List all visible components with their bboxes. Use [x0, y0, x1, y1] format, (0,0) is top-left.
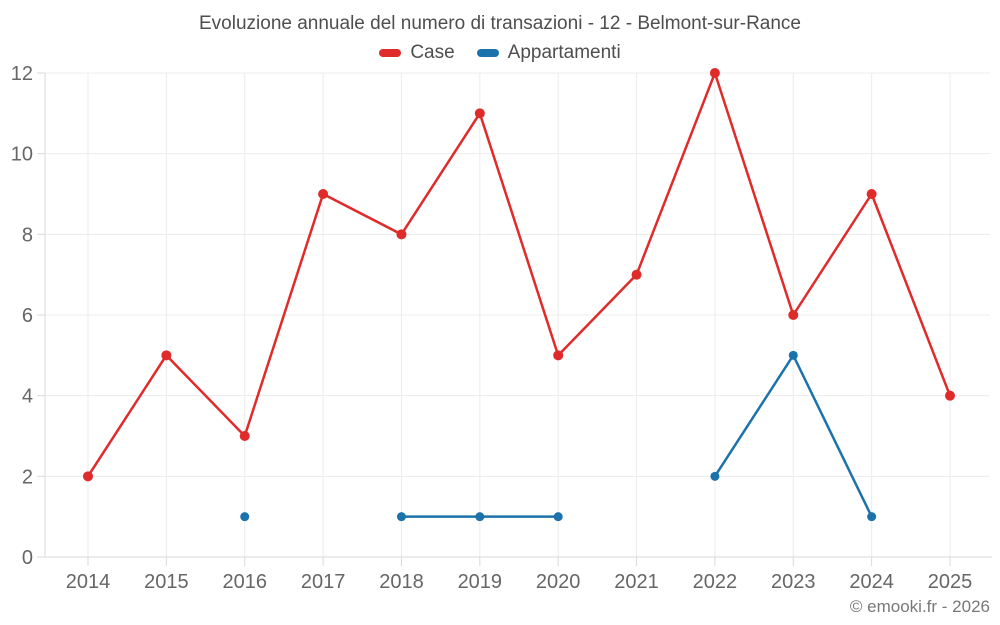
point-case-2014[interactable] [83, 471, 93, 482]
x-tick-label-2017: 2017 [301, 571, 346, 593]
x-tick-label-2016: 2016 [222, 571, 267, 593]
point-appartamenti-2019[interactable] [475, 512, 485, 522]
legend-swatch-case [379, 49, 402, 57]
point-case-2019[interactable] [474, 108, 485, 119]
y-tick-label-2: 2 [22, 466, 33, 488]
x-tick-label-2015: 2015 [144, 571, 189, 593]
series-line-case-0 [86, 71, 952, 478]
legend: Case Appartamenti [0, 42, 1000, 64]
point-case-2017[interactable] [318, 189, 329, 199]
point-case-2025[interactable] [945, 390, 955, 401]
point-appartamenti-2018[interactable] [396, 512, 406, 522]
x-tick-label-2023: 2023 [771, 571, 816, 593]
point-case-2020[interactable] [553, 350, 564, 361]
point-case-2022[interactable] [709, 68, 720, 78]
x-tick-label-2020: 2020 [536, 571, 581, 593]
legend-item-appartamenti[interactable]: Appartamenti [476, 42, 621, 64]
x-tick-label-2019: 2019 [458, 571, 503, 593]
point-case-2023[interactable] [788, 310, 799, 320]
legend-swatch-appartamenti [476, 49, 499, 57]
point-appartamenti-2016[interactable] [240, 512, 250, 522]
legend-label-case: Case [410, 42, 455, 63]
point-appartamenti-2020[interactable] [553, 512, 563, 522]
point-appartamenti-2022[interactable] [710, 471, 720, 481]
y-tick-label-10: 10 [11, 144, 33, 166]
x-tick-label-2021: 2021 [614, 571, 659, 593]
chart-title: Evoluzione annuale del numero di transaz… [199, 13, 801, 34]
y-tick-label-6: 6 [22, 305, 33, 327]
x-tick-label-2018: 2018 [379, 571, 424, 593]
legend-label-appartamenti: Appartamenti [507, 42, 621, 63]
x-tick-label-2025: 2025 [928, 571, 973, 593]
point-case-2015[interactable] [161, 350, 172, 361]
point-case-2021[interactable] [631, 269, 642, 280]
point-appartamenti-2023[interactable] [788, 350, 798, 360]
y-tick-label-0: 0 [22, 547, 33, 569]
point-appartamenti-2024[interactable] [867, 512, 877, 522]
y-tick-label-4: 4 [22, 386, 33, 408]
x-tick-label-2022: 2022 [693, 571, 738, 593]
point-case-2018[interactable] [396, 229, 407, 240]
legend-item-case[interactable]: Case [379, 42, 455, 64]
point-case-2024[interactable] [866, 189, 877, 199]
x-tick-label-2014: 2014 [66, 571, 111, 593]
copyright-footer: © emooki.fr - 2026 [849, 597, 990, 616]
y-tick-label-8: 8 [22, 224, 33, 246]
x-tick-label-2024: 2024 [849, 571, 894, 593]
y-tick-label-12: 12 [11, 63, 33, 85]
point-case-2016[interactable] [239, 431, 250, 441]
